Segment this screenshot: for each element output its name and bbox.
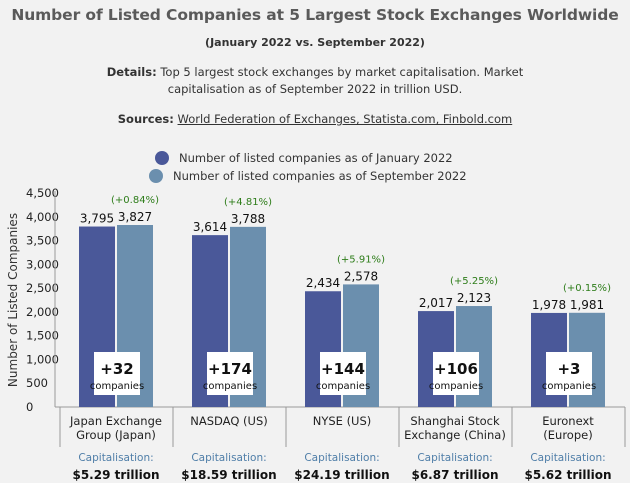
legend-item-jan: Number of listed companies as of January… [155, 149, 467, 167]
change-value: +106 [434, 360, 478, 378]
capitalisation-label: Capitalisation: [530, 452, 605, 464]
data-label-jan: 1,978 [532, 298, 566, 312]
capitalisation-label: Capitalisation: [191, 452, 266, 464]
pct-change-label: (+5.91%) [337, 254, 385, 265]
legend-label-jan: Number of listed companies as of January… [179, 151, 453, 165]
legend-dot-jan [155, 151, 169, 165]
change-unit: companies [316, 381, 370, 392]
x-category-label: Group (Japan) [76, 428, 156, 442]
y-tick-label: 1,000 [26, 352, 59, 366]
change-box [433, 352, 479, 395]
capitalisation-label: Capitalisation: [304, 452, 379, 464]
legend-dot-sep [149, 169, 163, 183]
capitalisation-value: $24.19 trillion [294, 468, 389, 482]
capitalisation-label: Capitalisation: [417, 452, 492, 464]
sources-text: Sources: World Federation of Exchanges, … [0, 112, 630, 126]
pct-change-label: (+0.15%) [563, 283, 611, 294]
data-label-sep: 1,981 [570, 298, 604, 312]
data-label-jan: 3,795 [80, 212, 114, 226]
x-category-label: Japan Exchange [69, 414, 162, 428]
data-label-sep: 3,827 [118, 210, 152, 224]
x-category-label: (Europe) [543, 428, 592, 442]
pct-change-label: (+4.81%) [224, 197, 272, 208]
change-box [94, 352, 140, 395]
data-label-sep: 2,123 [457, 291, 491, 305]
x-category-label: Exchange (China) [404, 428, 506, 442]
y-tick-label: 0 [26, 400, 33, 414]
change-value: +3 [557, 360, 580, 378]
bar-chart: Number of Listed Companies 0 500 1,000 1,500… [6, 186, 626, 482]
x-category-label: NYSE (US) [313, 414, 372, 428]
change-unit: companies [542, 381, 596, 392]
capitalisation-value: $5.62 trillion [524, 468, 611, 482]
data-label-jan: 3,614 [193, 220, 227, 234]
sources-label: Sources: [117, 112, 174, 126]
x-category-label: Euronext [542, 414, 594, 428]
sources-links[interactable]: World Federation of Exchanges, Statista.… [177, 112, 513, 126]
capitalisation-value: $6.87 trillion [411, 468, 498, 482]
y-tick-label: 4,500 [26, 186, 59, 200]
y-tick-label: 2,500 [26, 281, 59, 295]
legend: Number of listed companies as of January… [149, 149, 467, 185]
y-tick-label: 2,000 [26, 305, 59, 319]
y-tick-label: 4,000 [26, 210, 59, 224]
legend-item-sep: Number of listed companies as of Septemb… [149, 167, 467, 185]
change-value: +32 [100, 360, 133, 378]
capitalisation-label: Capitalisation: [78, 452, 153, 464]
y-axis-label: Number of Listed Companies [6, 213, 20, 387]
y-tick-label: 3,000 [26, 257, 59, 271]
data-label-jan: 2,017 [419, 296, 453, 310]
change-unit: companies [429, 381, 483, 392]
details-line-2: capitalisation as of September 2022 in t… [167, 82, 463, 96]
change-value: +144 [321, 360, 365, 378]
details-label: Details: [106, 65, 157, 79]
x-category-label: Shanghai Stock [410, 414, 500, 428]
pct-change-label: (+5.25%) [450, 276, 498, 287]
capitalisation-value: $5.29 trillion [72, 468, 159, 482]
details-line-1: Top 5 largest stock exchanges by market … [160, 65, 524, 79]
change-unit: companies [90, 381, 144, 392]
pct-change-label: (+0.84%) [111, 195, 159, 206]
x-category-label: NASDAQ (US) [190, 414, 268, 428]
y-tick-label: 3,500 [26, 234, 59, 248]
y-tick-label: 500 [26, 376, 48, 390]
data-label-jan: 2,434 [306, 276, 340, 290]
chart-title: Number of Listed Companies at 5 Largest … [11, 6, 619, 24]
change-box [320, 352, 366, 395]
data-label-sep: 2,578 [344, 269, 378, 283]
change-unit: companies [203, 381, 257, 392]
change-value: +174 [208, 360, 252, 378]
capitalisation-value: $18.59 trillion [181, 468, 276, 482]
y-tick-label: 1,500 [26, 329, 59, 343]
change-box [546, 352, 592, 395]
legend-label-sep: Number of listed companies as of Septemb… [173, 169, 467, 183]
details-text: Details: Top 5 largest stock exchanges b… [60, 64, 570, 98]
change-box [207, 352, 253, 395]
data-label-sep: 3,788 [231, 212, 265, 226]
chart-subtitle: (January 2022 vs. September 2022) [205, 36, 425, 49]
